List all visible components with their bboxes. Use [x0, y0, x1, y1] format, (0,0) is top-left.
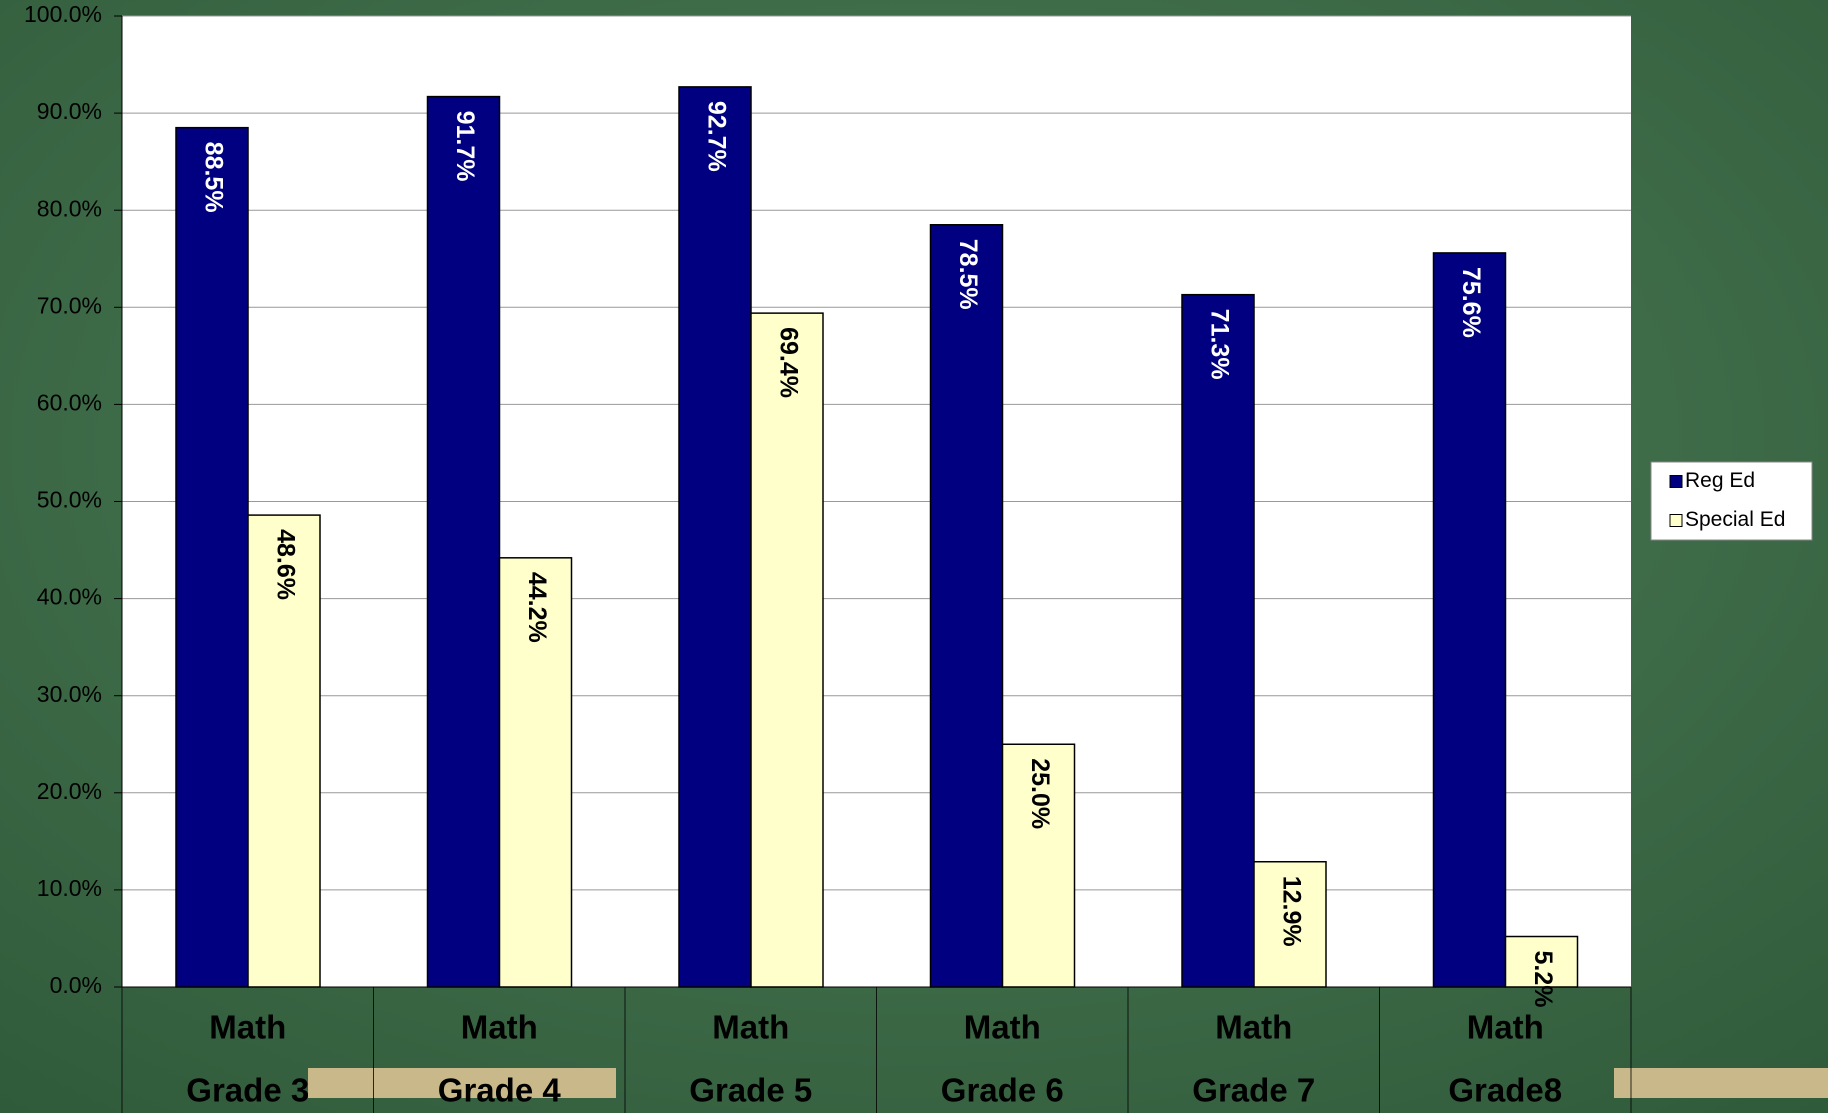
x-tick-label: Grade 7 — [1192, 1072, 1315, 1109]
y-tick-label: 20.0% — [37, 778, 102, 804]
value-label: 5.2% — [1529, 951, 1557, 1008]
x-tick-label: Math — [1215, 1009, 1292, 1046]
legend-label: Special Ed — [1685, 508, 1785, 531]
y-tick-label: 70.0% — [37, 292, 102, 318]
x-tick-label: Grade8 — [1448, 1072, 1562, 1109]
bar — [750, 312, 824, 988]
x-tick-label: Math — [712, 1009, 789, 1046]
value-label: 75.6% — [1457, 267, 1485, 338]
bar — [1001, 743, 1076, 988]
y-tick-label: 40.0% — [37, 584, 102, 610]
value-label: 44.2% — [523, 572, 551, 643]
y-tick-label: 90.0% — [37, 98, 102, 124]
bar — [678, 86, 752, 988]
value-label: 71.3% — [1205, 309, 1233, 380]
y-tick-label: 0.0% — [50, 972, 102, 998]
x-tick-label: Grade 3 — [186, 1072, 309, 1109]
bar — [247, 514, 321, 988]
value-label: 78.5% — [954, 239, 982, 310]
bar — [175, 126, 249, 988]
bar — [1181, 293, 1255, 988]
legend-label: Reg Ed — [1685, 469, 1755, 492]
chalk-ledge — [1614, 1068, 1828, 1098]
value-label: 91.7% — [451, 111, 479, 182]
legend-swatch — [1669, 475, 1683, 488]
y-tick-label: 30.0% — [37, 681, 102, 707]
bar — [426, 95, 501, 988]
x-tick-label: Math — [1467, 1009, 1544, 1046]
y-tick-label: 100.0% — [24, 1, 102, 27]
bar — [929, 224, 1004, 988]
value-label: 92.7% — [702, 101, 730, 172]
x-tick-label: Grade 6 — [941, 1072, 1064, 1109]
value-label: 69.4% — [774, 327, 802, 398]
bar — [1432, 252, 1507, 988]
value-label: 88.5% — [199, 142, 227, 213]
y-tick-label: 10.0% — [37, 875, 102, 901]
bar — [1504, 935, 1579, 988]
legend-swatch — [1669, 514, 1683, 527]
x-tick-label: Math — [964, 1009, 1041, 1046]
value-label: 48.6% — [271, 529, 299, 600]
value-label: 12.9% — [1277, 876, 1305, 947]
x-tick-label: Grade 5 — [689, 1072, 812, 1109]
value-label: 25.0% — [1026, 758, 1054, 829]
x-tick-label: Math — [209, 1009, 286, 1046]
bar — [498, 557, 573, 988]
y-tick-label: 60.0% — [37, 389, 102, 415]
chalk-ledge — [308, 1068, 616, 1098]
x-tick-label: Math — [461, 1009, 538, 1046]
y-tick-label: 50.0% — [37, 487, 102, 513]
bar — [1253, 860, 1327, 988]
x-tick-label: Grade 4 — [438, 1072, 562, 1109]
y-tick-label: 80.0% — [37, 195, 102, 221]
